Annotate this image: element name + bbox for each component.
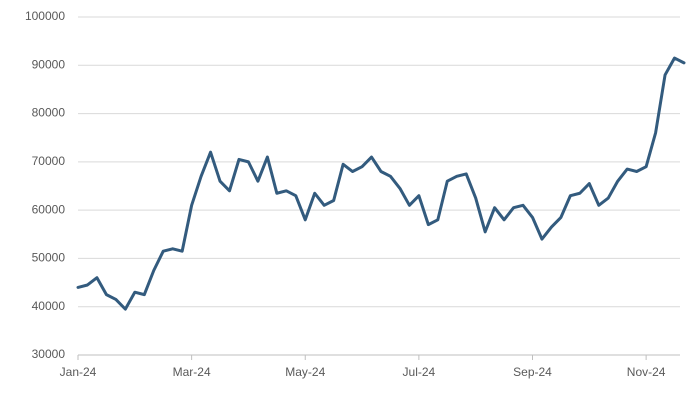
y-tick-label: 100000	[25, 9, 65, 23]
x-tick-label: Nov-24	[627, 365, 666, 379]
y-tick-label: 60000	[32, 202, 66, 216]
y-tick-label: 70000	[32, 154, 66, 168]
x-tick-label: Jan-24	[60, 365, 97, 379]
data-line	[76, 56, 686, 311]
y-tick-label: 80000	[32, 106, 66, 120]
y-tick-label: 40000	[32, 299, 66, 313]
x-tick-label: Sep-24	[513, 365, 552, 379]
x-tick-label: May-24	[285, 365, 325, 379]
y-tick-label: 30000	[32, 347, 66, 361]
x-tick-label: Mar-24	[173, 365, 211, 379]
y-tick-label: 50000	[32, 251, 66, 265]
x-tick-label: Jul-24	[403, 365, 436, 379]
y-tick-label: 90000	[32, 57, 66, 71]
